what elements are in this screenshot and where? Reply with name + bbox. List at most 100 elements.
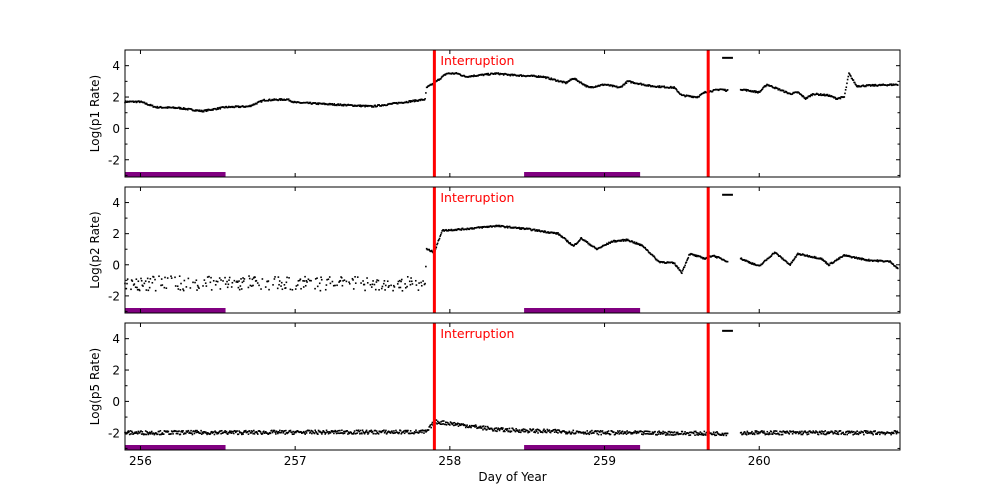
data-point <box>334 284 336 287</box>
data-point <box>321 433 323 435</box>
data-point <box>872 433 874 436</box>
data-point <box>482 428 484 431</box>
data-point <box>642 433 644 436</box>
data-point <box>176 285 179 288</box>
data-point <box>597 430 599 432</box>
data-point <box>159 430 162 432</box>
data-point <box>607 432 609 435</box>
data-point <box>825 261 828 263</box>
data-point <box>236 281 239 283</box>
data-point <box>828 432 831 435</box>
data-point <box>517 430 519 433</box>
data-point <box>132 100 134 103</box>
data-point <box>200 433 203 435</box>
data-point <box>508 225 511 228</box>
data-point <box>520 429 523 432</box>
data-point <box>279 99 282 101</box>
data-point <box>762 261 765 264</box>
data-point <box>331 429 333 432</box>
data-point <box>817 433 820 436</box>
data-point <box>626 430 628 432</box>
data-point <box>481 425 484 428</box>
data-point <box>134 286 137 289</box>
data-point <box>406 276 409 278</box>
data-point <box>698 433 701 436</box>
data-point <box>671 434 674 436</box>
data-point <box>554 428 557 431</box>
data-point <box>487 427 490 429</box>
data-point <box>397 432 400 435</box>
data-point <box>353 431 355 434</box>
data-point <box>652 433 654 435</box>
data-point <box>527 431 529 434</box>
data-point <box>358 105 361 108</box>
data-point <box>320 276 322 279</box>
data-point <box>260 100 262 102</box>
data-point <box>130 279 133 281</box>
data-point <box>848 430 850 433</box>
data-point <box>275 433 277 435</box>
data-point <box>517 431 520 433</box>
data-point <box>580 81 582 84</box>
data-point <box>604 431 607 434</box>
data-point <box>800 94 803 97</box>
data-point <box>474 426 476 428</box>
data-point <box>777 253 779 256</box>
data-point <box>560 431 563 434</box>
data-point <box>643 430 646 433</box>
data-point <box>648 430 651 433</box>
data-point <box>440 77 442 80</box>
data-point <box>314 278 317 280</box>
data-point <box>791 433 794 435</box>
data-point <box>764 85 767 88</box>
data-point <box>702 434 705 436</box>
data-point <box>646 430 648 433</box>
data-point <box>379 430 382 433</box>
data-point <box>599 429 602 432</box>
data-point <box>148 281 150 283</box>
data-point <box>151 104 154 107</box>
data-point <box>317 429 320 432</box>
data-point <box>515 428 517 430</box>
data-point <box>358 430 361 433</box>
data-point <box>883 432 886 434</box>
data-point <box>745 90 748 92</box>
data-point <box>430 426 432 429</box>
data-point <box>508 430 510 432</box>
data-point <box>698 432 700 435</box>
data-point <box>314 102 317 104</box>
data-point <box>320 431 323 434</box>
data-point <box>683 432 686 435</box>
data-point <box>793 257 796 260</box>
data-point <box>714 255 716 257</box>
data-point <box>535 75 537 77</box>
data-point <box>284 287 287 289</box>
data-point <box>625 433 628 435</box>
data-point <box>150 430 153 433</box>
data-point <box>431 84 433 86</box>
data-point <box>806 433 809 436</box>
data-point <box>278 283 280 286</box>
data-point <box>676 432 678 435</box>
data-point <box>826 93 829 96</box>
data-point <box>381 430 383 433</box>
data-point <box>623 431 626 433</box>
data-point <box>824 94 827 97</box>
data-point <box>532 428 535 430</box>
data-point <box>666 432 669 435</box>
data-point <box>520 74 522 76</box>
data-point <box>655 258 658 261</box>
data-point <box>806 254 808 256</box>
data-point <box>313 432 316 435</box>
data-point <box>646 432 649 435</box>
data-point <box>649 252 651 254</box>
data-point <box>555 232 558 234</box>
data-point <box>769 256 771 259</box>
data-point <box>838 257 841 260</box>
data-point <box>280 431 282 434</box>
data-point <box>836 433 839 435</box>
data-point <box>303 430 305 433</box>
data-point <box>799 253 801 255</box>
data-point <box>862 84 865 87</box>
